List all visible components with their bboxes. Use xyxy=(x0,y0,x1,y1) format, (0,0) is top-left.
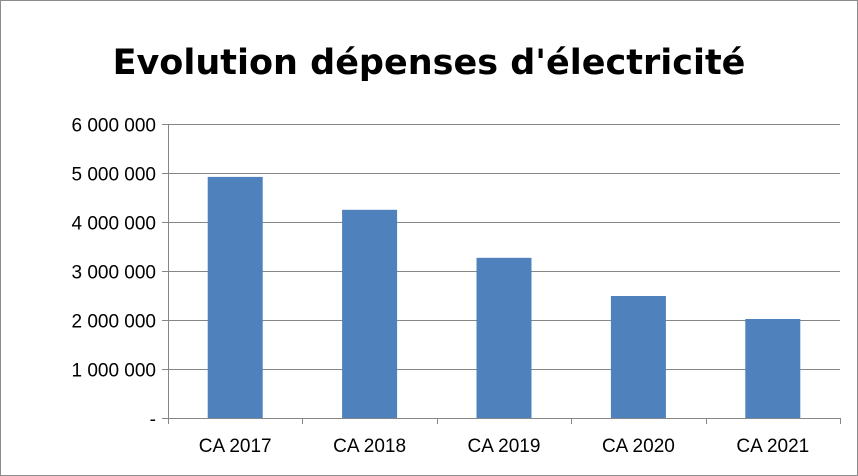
axes xyxy=(162,124,841,424)
bar-ca-2018 xyxy=(342,209,398,419)
y-tick-label: 4 000 000 xyxy=(71,214,156,235)
x-tick-label: CA 2020 xyxy=(602,436,675,457)
x-tick-label: CA 2017 xyxy=(199,436,272,457)
x-tick-label: CA 2019 xyxy=(468,436,541,457)
y-tick-labels: - 1 000 000 2 000 000 3 000 000 4 000 000 5 0… xyxy=(71,116,156,431)
y-tick-label: 6 000 000 xyxy=(71,116,156,137)
x-tick-label: CA 2021 xyxy=(736,436,809,457)
bars xyxy=(207,176,801,419)
bar-ca-2019 xyxy=(476,257,532,418)
x-tick-labels: CA 2017 CA 2018 CA 2019 CA 2020 CA 2021 xyxy=(199,436,810,457)
x-tick-label: CA 2018 xyxy=(333,436,406,457)
bar-ca-2020 xyxy=(610,296,666,418)
y-tick-label: - xyxy=(150,410,156,431)
bar-ca-2017 xyxy=(207,176,263,418)
y-tick-label: 2 000 000 xyxy=(71,312,156,333)
y-tick-label: 1 000 000 xyxy=(71,361,156,382)
y-tick-label: 3 000 000 xyxy=(71,263,156,284)
chart-title: Evolution dépenses d'électricité xyxy=(112,43,746,83)
y-tick-label: 5 000 000 xyxy=(71,165,156,186)
bar-ca-2021 xyxy=(745,319,801,418)
